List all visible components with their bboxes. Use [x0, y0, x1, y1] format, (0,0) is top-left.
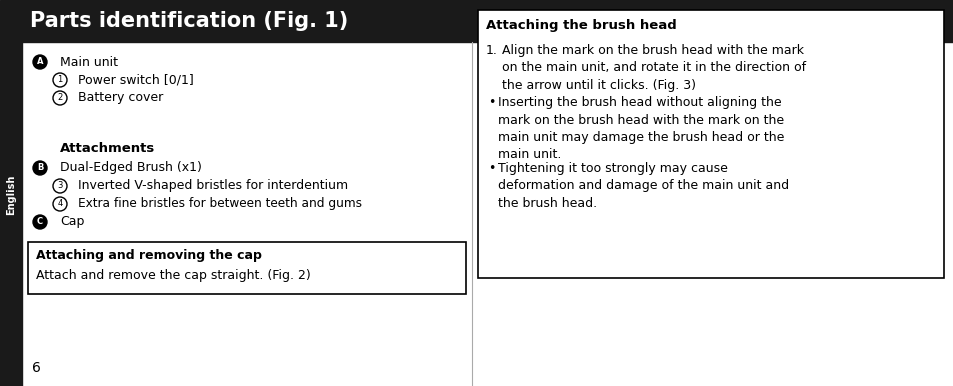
Text: Attachments: Attachments — [60, 142, 155, 154]
Circle shape — [53, 73, 67, 87]
Text: 6: 6 — [32, 361, 41, 375]
Text: Inserting the brush head without aligning the
mark on the brush head with the ma: Inserting the brush head without alignin… — [497, 96, 783, 161]
Text: 4: 4 — [57, 200, 63, 208]
Text: English: English — [6, 175, 16, 215]
Text: Dual-Edged Brush (x1): Dual-Edged Brush (x1) — [60, 161, 202, 174]
Circle shape — [53, 197, 67, 211]
Text: •: • — [488, 162, 495, 175]
Text: 2: 2 — [57, 93, 63, 103]
Text: Attaching the brush head: Attaching the brush head — [485, 20, 676, 32]
Text: Inverted V-shaped bristles for interdentium: Inverted V-shaped bristles for interdent… — [78, 179, 348, 193]
Circle shape — [33, 161, 47, 175]
Text: B: B — [37, 164, 43, 173]
Circle shape — [33, 215, 47, 229]
Text: 3: 3 — [57, 181, 63, 191]
Text: Battery cover: Battery cover — [78, 91, 163, 105]
Text: Attach and remove the cap straight. (Fig. 2): Attach and remove the cap straight. (Fig… — [36, 269, 311, 283]
Text: Tightening it too strongly may cause
deformation and damage of the main unit and: Tightening it too strongly may cause def… — [497, 162, 788, 210]
Bar — [22, 0, 953, 42]
Bar — [477, 10, 943, 278]
Text: •: • — [488, 96, 495, 109]
Text: 1: 1 — [57, 76, 63, 85]
Text: Attaching and removing the cap: Attaching and removing the cap — [36, 249, 262, 262]
Circle shape — [33, 55, 47, 69]
Text: A: A — [37, 58, 43, 66]
Bar — [0, 0, 22, 386]
Text: Extra fine bristles for between teeth and gums: Extra fine bristles for between teeth an… — [78, 198, 361, 210]
Text: Parts identification (Fig. 1): Parts identification (Fig. 1) — [30, 11, 348, 31]
Text: 1.: 1. — [485, 44, 497, 57]
Bar — [28, 242, 465, 294]
Text: Cap: Cap — [60, 215, 84, 229]
Text: Power switch [0/1]: Power switch [0/1] — [78, 73, 193, 86]
Text: C: C — [37, 217, 43, 227]
Text: Align the mark on the brush head with the mark
on the main unit, and rotate it i: Align the mark on the brush head with th… — [501, 44, 805, 92]
Circle shape — [53, 91, 67, 105]
Text: Main unit: Main unit — [60, 56, 118, 68]
Circle shape — [53, 179, 67, 193]
